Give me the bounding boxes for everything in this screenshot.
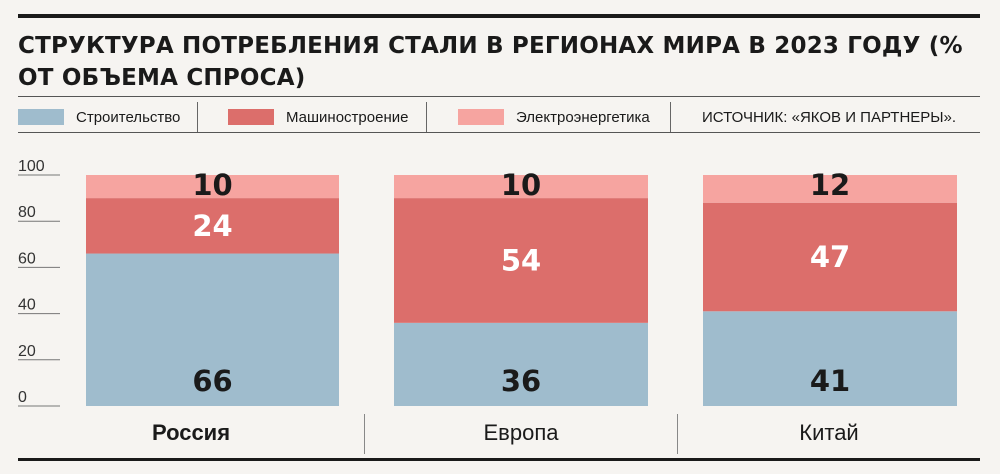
bar-segment-construction (394, 322, 648, 406)
legend-swatch-machinery (228, 109, 274, 125)
y-tick-label: 80 (18, 204, 36, 221)
bar-segment-power (394, 175, 648, 199)
bar-segment-power (86, 175, 339, 199)
legend-item-machinery: Машиностроение (228, 102, 408, 132)
bar-segment-construction (86, 253, 339, 406)
category-label-europe: Европа (483, 420, 559, 445)
category-axis: Россия Европа Китай (18, 406, 980, 460)
source-note: ИСТОЧНИК: «ЯКОВ И ПАРТНЕРЫ». (702, 108, 957, 126)
y-tick-label: 20 (18, 343, 36, 360)
y-tick-label: 60 (18, 250, 36, 267)
data-label: 41 (810, 364, 850, 398)
title-rule (18, 96, 980, 97)
top-rule (18, 14, 980, 18)
y-tick-label: 100 (18, 158, 45, 175)
legend-label-construction: Строительство (76, 108, 181, 126)
bar-segment-power (703, 175, 957, 203)
category-label-china: Китай (799, 420, 859, 445)
data-label: 47 (810, 240, 850, 274)
legend: Строительство Машиностроение Электроэнер… (18, 102, 980, 132)
legend-item-construction: Строительство (18, 102, 180, 132)
legend-divider (670, 102, 671, 132)
chart-title: СТРУКТУРА ПОТРЕБЛЕНИЯ СТАЛИ В РЕГИОНАХ М… (18, 33, 963, 91)
bar-segment-machinery (703, 202, 957, 312)
data-label: 12 (810, 168, 850, 202)
data-label: 36 (501, 364, 541, 398)
legend-divider (197, 102, 198, 132)
data-label: 10 (501, 168, 541, 202)
data-label: 24 (192, 209, 232, 243)
legend-label-power: Электроэнергетика (516, 108, 650, 126)
category-divider (364, 414, 365, 454)
bottom-rule (18, 458, 980, 461)
bar-segment-machinery (394, 198, 648, 323)
data-label: 66 (192, 364, 232, 398)
legend-swatch-power (458, 109, 504, 125)
category-divider (677, 414, 678, 454)
legend-swatch-construction (18, 109, 64, 125)
legend-rule (18, 132, 980, 133)
y-tick-label: 40 (18, 297, 36, 314)
category-label-russia: Россия (151, 420, 231, 445)
legend-item-power: Электроэнергетика (458, 102, 650, 132)
bar-segment-machinery (86, 198, 339, 254)
legend-divider (426, 102, 427, 132)
bar-segment-construction (703, 311, 957, 406)
legend-label-machinery: Машиностроение (286, 108, 409, 126)
data-label: 54 (501, 243, 541, 277)
data-label: 10 (192, 168, 232, 202)
y-tick-label: 0 (18, 389, 27, 406)
